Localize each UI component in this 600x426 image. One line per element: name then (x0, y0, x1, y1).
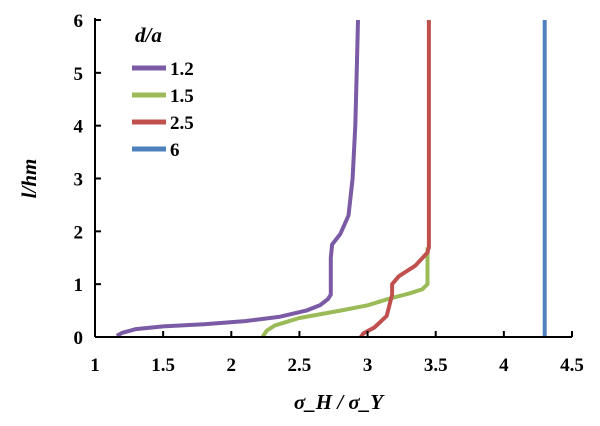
series-line-1-5 (260, 247, 430, 339)
x-tick-label: 1.5 (151, 355, 175, 376)
legend-label-1-2: 1.2 (170, 59, 194, 80)
x-tick-label: 3.5 (424, 355, 448, 376)
series-lines (115, 19, 547, 339)
x-tick-label: 2.5 (288, 355, 312, 376)
y-tick-label: 6 (74, 11, 84, 32)
series-line-2-5 (359, 20, 431, 339)
y-tick-label: 5 (74, 64, 84, 85)
legend-label-1-5: 1.5 (170, 86, 194, 107)
series-line-1-2 (115, 19, 360, 338)
x-tick-label: 3 (363, 355, 373, 376)
x-axis-title: σ_H / σ_Y (294, 390, 385, 414)
legend-label-6: 6 (170, 140, 180, 161)
y-tick-label: 4 (74, 117, 84, 138)
axes (94, 18, 573, 338)
x-tick-label: 1 (90, 355, 100, 376)
y-tick-label: 2 (74, 222, 84, 243)
x-tick-label: 2 (227, 355, 237, 376)
x-tick-label: 4.5 (560, 355, 584, 376)
legend-label-2-5: 2.5 (170, 113, 194, 134)
y-tick-label: 3 (74, 170, 84, 191)
y-axis-title: l/hm (17, 159, 41, 199)
y-tick-label: 1 (74, 275, 84, 296)
legend-title: d/a (135, 23, 162, 47)
x-tick-label: 4 (499, 355, 509, 376)
y-tick-label: 0 (74, 328, 84, 349)
legend: d/a 1.2 1.5 2.5 6 (132, 23, 194, 161)
